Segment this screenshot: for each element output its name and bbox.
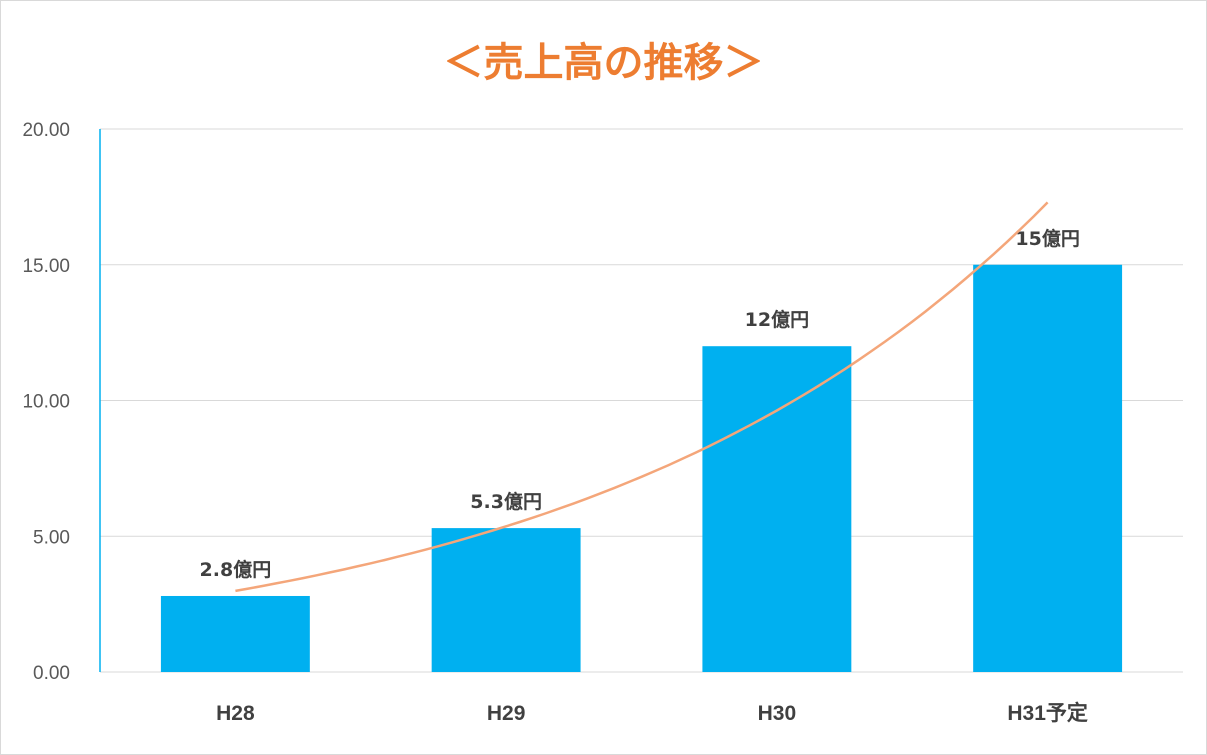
chart-title: ＜売上高の推移＞: [443, 40, 764, 86]
bar: [160, 595, 310, 672]
bar: [702, 346, 852, 672]
x-tick-label: H28: [216, 702, 255, 725]
data-label: 12億円: [745, 308, 809, 331]
y-tick-label: 10.00: [22, 392, 70, 413]
x-tick-label: H31予定: [1007, 701, 1088, 725]
x-tick-label: H30: [758, 702, 797, 725]
bar: [973, 264, 1123, 672]
data-label: 2.8億円: [200, 558, 272, 581]
y-tick-label: 0.00: [33, 663, 70, 684]
trendline: [235, 201, 1049, 593]
y-tick-label: 20.00: [22, 120, 70, 141]
bar: [431, 528, 581, 672]
y-tick-label: 15.00: [22, 256, 70, 277]
x-tick-label: H29: [487, 702, 526, 725]
data-label: 5.3億円: [470, 490, 542, 513]
y-tick-label: 5.00: [33, 527, 70, 548]
data-label: 15億円: [1015, 227, 1079, 250]
